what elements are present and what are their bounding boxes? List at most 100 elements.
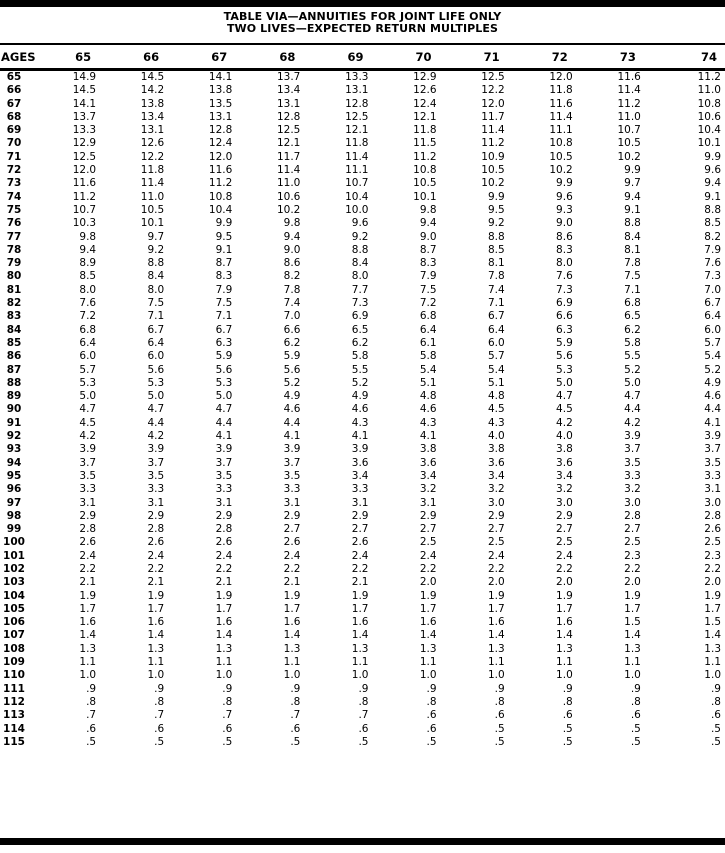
value-cell: 6.5	[351, 323, 369, 336]
table-row: 105 1.7 1.7 1.7 1.7 1.7 1.7 1.7 1.7 1.7 1.7	[0, 603, 725, 616]
value-cell: 11.6	[208, 164, 233, 177]
value-cell: 1.6	[351, 616, 369, 629]
age-cell: 82	[6, 297, 22, 310]
value-cell: 11.8	[140, 164, 165, 177]
value-cell: .6	[562, 709, 573, 722]
value-cell: 1.7	[351, 602, 369, 615]
value-cell: 1.4	[79, 629, 97, 642]
value-cell: 3.4	[487, 469, 505, 482]
age-cell: 72	[6, 164, 22, 177]
value-cell: 9.6	[351, 217, 369, 230]
value-cell: 6.7	[147, 323, 165, 336]
age-cell: 106	[3, 616, 25, 629]
age-cell: 70	[6, 137, 22, 150]
table-row: 69 13.3 13.1 12.8 12.5 12.1 11.8 11.4 11.1 10.7 10…	[0, 124, 725, 137]
age-cell: 80	[6, 270, 22, 283]
value-cell: .8	[358, 695, 369, 708]
table-row: 66 14.5 14.2 13.8 13.4 13.1 12.6 12.2 11.8 11.4 11…	[0, 84, 725, 97]
value-cell: 8.5	[79, 270, 97, 283]
value-cell: .9	[710, 682, 721, 695]
value-cell: 2.2	[487, 562, 505, 575]
value-cell: 1.6	[487, 616, 505, 629]
value-cell: 2.5	[419, 536, 437, 549]
value-cell: 5.7	[704, 336, 721, 349]
value-cell: .5	[426, 735, 437, 748]
value-cell: 2.6	[283, 536, 301, 549]
value-cell: 6.8	[624, 297, 641, 310]
value-cell: 2.7	[419, 523, 437, 536]
value-cell: 9.9	[215, 217, 233, 230]
value-cell: 11.7	[481, 110, 505, 123]
value-cell: 3.2	[556, 483, 573, 496]
value-cell: 13.8	[140, 97, 165, 110]
table-row: 107 1.4 1.4 1.4 1.4 1.4 1.4 1.4 1.4 1.4 1.4	[0, 629, 725, 642]
value-cell: 9.4	[624, 190, 641, 203]
value-cell: 3.4	[556, 469, 573, 482]
value-cell: 9.1	[624, 203, 641, 216]
annuity-multiples-table: AGES 65 66 67 68 69 70 71 72 73 74 65 14.…	[0, 43, 725, 749]
value-cell: 10.6	[697, 110, 721, 123]
value-cell: 4.2	[556, 416, 573, 429]
age-cell: 68	[6, 110, 22, 123]
table-row: 106 1.6 1.6 1.6 1.6 1.6 1.6 1.6 1.6 1.5 1.5	[0, 616, 725, 629]
value-cell: 11.6	[617, 71, 641, 83]
value-cell: 2.7	[556, 523, 573, 536]
table-row: 98 2.9 2.9 2.9 2.9 2.9 2.9 2.9 2.9 2.8 2.8	[0, 510, 725, 523]
value-cell: 1.0	[283, 669, 301, 682]
table-row: 101 2.4 2.4 2.4 2.4 2.4 2.4 2.4 2.4 2.3 2.3	[0, 550, 725, 563]
value-cell: 4.4	[624, 403, 641, 416]
value-cell: 1.1	[351, 656, 369, 669]
value-cell: 7.2	[79, 310, 97, 323]
value-cell: 2.5	[556, 536, 573, 549]
value-cell: 1.0	[351, 669, 369, 682]
value-cell: 1.3	[215, 642, 233, 655]
age-cell: 102	[3, 562, 25, 575]
value-cell: 9.2	[351, 230, 369, 243]
value-cell: 2.9	[283, 509, 301, 522]
value-cell: 1.3	[704, 642, 721, 655]
value-cell: 2.6	[215, 536, 233, 549]
value-cell: 12.0	[72, 164, 97, 177]
age-cell: 105	[3, 602, 25, 615]
value-cell: 1.3	[147, 642, 165, 655]
value-cell: 3.7	[283, 456, 301, 469]
value-cell: 12.4	[208, 137, 233, 150]
value-cell: .9	[426, 682, 437, 695]
value-cell: 4.6	[283, 403, 301, 416]
age-cell: 112	[3, 695, 25, 708]
value-cell: 3.3	[283, 483, 301, 496]
value-cell: 2.3	[624, 549, 641, 562]
value-cell: 5.4	[487, 363, 505, 376]
value-cell: 4.7	[624, 390, 641, 403]
value-cell: 3.1	[419, 496, 437, 509]
value-cell: .5	[222, 735, 233, 748]
value-cell: 2.8	[704, 509, 721, 522]
value-cell: 9.8	[283, 217, 301, 230]
table-row: 109 1.1 1.1 1.1 1.1 1.1 1.1 1.1 1.1 1.1 1.1	[0, 656, 725, 669]
value-cell: 8.1	[624, 243, 641, 256]
header-row: AGES 65 66 67 68 69 70 71 72 73 74	[0, 44, 725, 71]
table-row: 74 11.2 11.0 10.8 10.6 10.4 10.1 9.9 9.6 9.4 9.1	[0, 191, 725, 204]
value-cell: 13.7	[72, 110, 97, 123]
value-cell: 2.2	[283, 562, 301, 575]
value-cell: 9.9	[624, 164, 641, 177]
value-cell: 4.1	[215, 430, 233, 443]
value-cell: .9	[358, 682, 369, 695]
value-cell: 1.4	[419, 629, 437, 642]
value-cell: 1.3	[624, 642, 641, 655]
table-row: 81 8.0 8.0 7.9 7.8 7.7 7.5 7.4 7.3 7.1 7.0	[0, 284, 725, 297]
value-cell: 11.0	[617, 110, 641, 123]
value-cell: .6	[630, 709, 641, 722]
value-cell: .9	[290, 682, 301, 695]
table-row: 93 3.9 3.9 3.9 3.9 3.9 3.8 3.8 3.8 3.7 3.7	[0, 443, 725, 456]
value-cell: 6.2	[351, 336, 369, 349]
value-cell: 3.0	[556, 496, 573, 509]
value-cell: 6.1	[419, 336, 437, 349]
value-cell: 2.4	[351, 549, 369, 562]
value-cell: 1.4	[147, 629, 165, 642]
value-cell: 6.0	[79, 350, 97, 363]
value-cell: 10.5	[549, 150, 573, 163]
value-cell: 5.1	[487, 376, 505, 389]
value-cell: 1.9	[351, 589, 369, 602]
value-cell: 14.9	[72, 71, 97, 83]
